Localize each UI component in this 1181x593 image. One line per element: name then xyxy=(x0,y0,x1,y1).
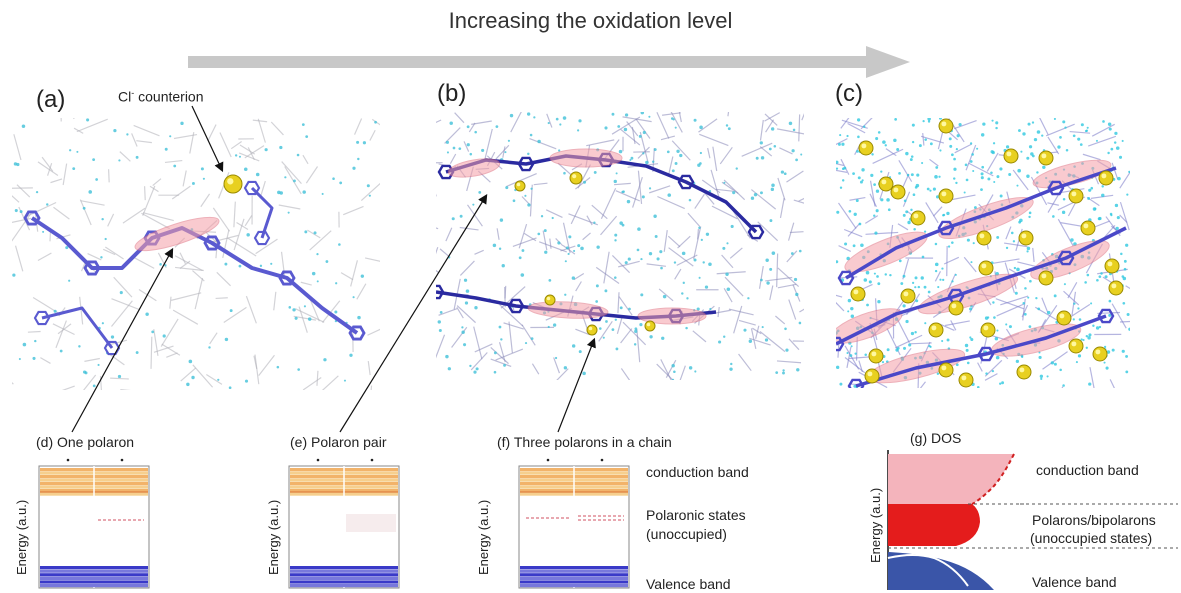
label-polarons-g-2: (unoccupied states) xyxy=(1030,530,1152,546)
label-polarons-g-1: Polarons/bipolarons xyxy=(1032,512,1156,528)
ylabel-g: Energy (a.u.) xyxy=(868,488,883,563)
band-diagram-d xyxy=(38,452,152,592)
caption-d: (d) One polaron xyxy=(36,434,134,450)
label-polaronic-f-2: (unoccupied) xyxy=(646,526,727,542)
band-diagram-e xyxy=(288,452,402,592)
label-conduction-band-f: conduction band xyxy=(646,464,749,480)
band-diagram-f xyxy=(518,452,632,592)
ylabel-e: Energy (a.u.) xyxy=(266,500,281,575)
label-conduction-band-g: conduction band xyxy=(1036,462,1139,478)
ylabel-d: Energy (a.u.) xyxy=(14,500,29,575)
label-valence-band-g: Valence band xyxy=(1032,574,1117,590)
caption-f: (f) Three polarons in a chain xyxy=(497,434,672,450)
label-valence-band-f: Valence band xyxy=(646,576,731,592)
caption-e: (e) Polaron pair xyxy=(290,434,387,450)
caption-g: (g) DOS xyxy=(910,430,961,446)
dos-diagram-g xyxy=(884,448,1024,592)
ylabel-f: Energy (a.u.) xyxy=(476,500,491,575)
label-polaronic-f-1: Polaronic states xyxy=(646,507,746,523)
